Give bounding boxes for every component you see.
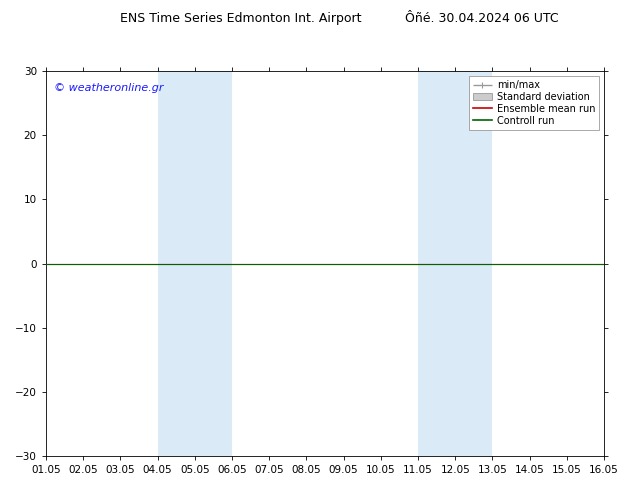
Bar <box>418 71 455 456</box>
Text: ENS Time Series Edmonton Int. Airport: ENS Time Series Edmonton Int. Airport <box>120 12 361 25</box>
Bar <box>455 71 493 456</box>
Bar <box>195 71 232 456</box>
Bar <box>157 71 195 456</box>
Legend: min/max, Standard deviation, Ensemble mean run, Controll run: min/max, Standard deviation, Ensemble me… <box>469 76 599 130</box>
Text: © weatheronline.gr: © weatheronline.gr <box>55 83 164 93</box>
Text: Ôñé. 30.04.2024 06 UTC: Ôñé. 30.04.2024 06 UTC <box>405 12 559 25</box>
